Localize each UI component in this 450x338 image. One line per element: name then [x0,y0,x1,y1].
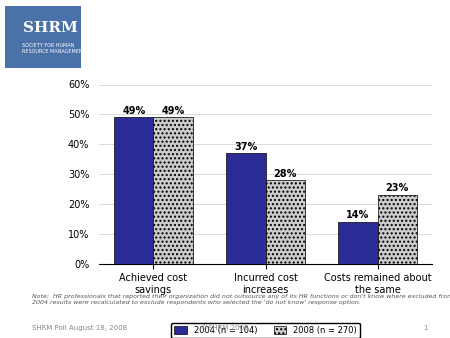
FancyBboxPatch shape [4,6,81,68]
Text: Note:  HR professionals that reported their organization did not outsource any o: Note: HR professionals that reported the… [32,294,450,305]
Text: Has your organization achieved cost savings, incurred cost increases, or did
cos: Has your organization achieved cost savi… [94,6,450,34]
Bar [266,180,305,264]
Text: 49%: 49% [162,106,184,116]
Text: 14%: 14% [346,210,369,220]
Text: ©SHRM 2008: ©SHRM 2008 [201,324,249,331]
Text: SHRM: SHRM [22,21,77,35]
Text: SOCIETY FOR HUMAN
RESOURCE MANAGEMENT: SOCIETY FOR HUMAN RESOURCE MANAGEMENT [22,43,86,54]
Bar [378,195,417,264]
Text: 23%: 23% [386,184,409,193]
Text: 1: 1 [423,324,428,331]
Text: 37%: 37% [234,142,257,152]
Bar [226,153,266,264]
Text: SHRM Poll August 18, 2008: SHRM Poll August 18, 2008 [32,324,126,331]
Text: 28%: 28% [274,169,297,178]
Bar [114,117,153,264]
Bar [153,117,193,264]
Text: 49%: 49% [122,106,145,116]
Bar [338,222,378,264]
Legend: 2004 (n = 104), 2008 (n = 270): 2004 (n = 104), 2008 (n = 270) [171,323,360,338]
